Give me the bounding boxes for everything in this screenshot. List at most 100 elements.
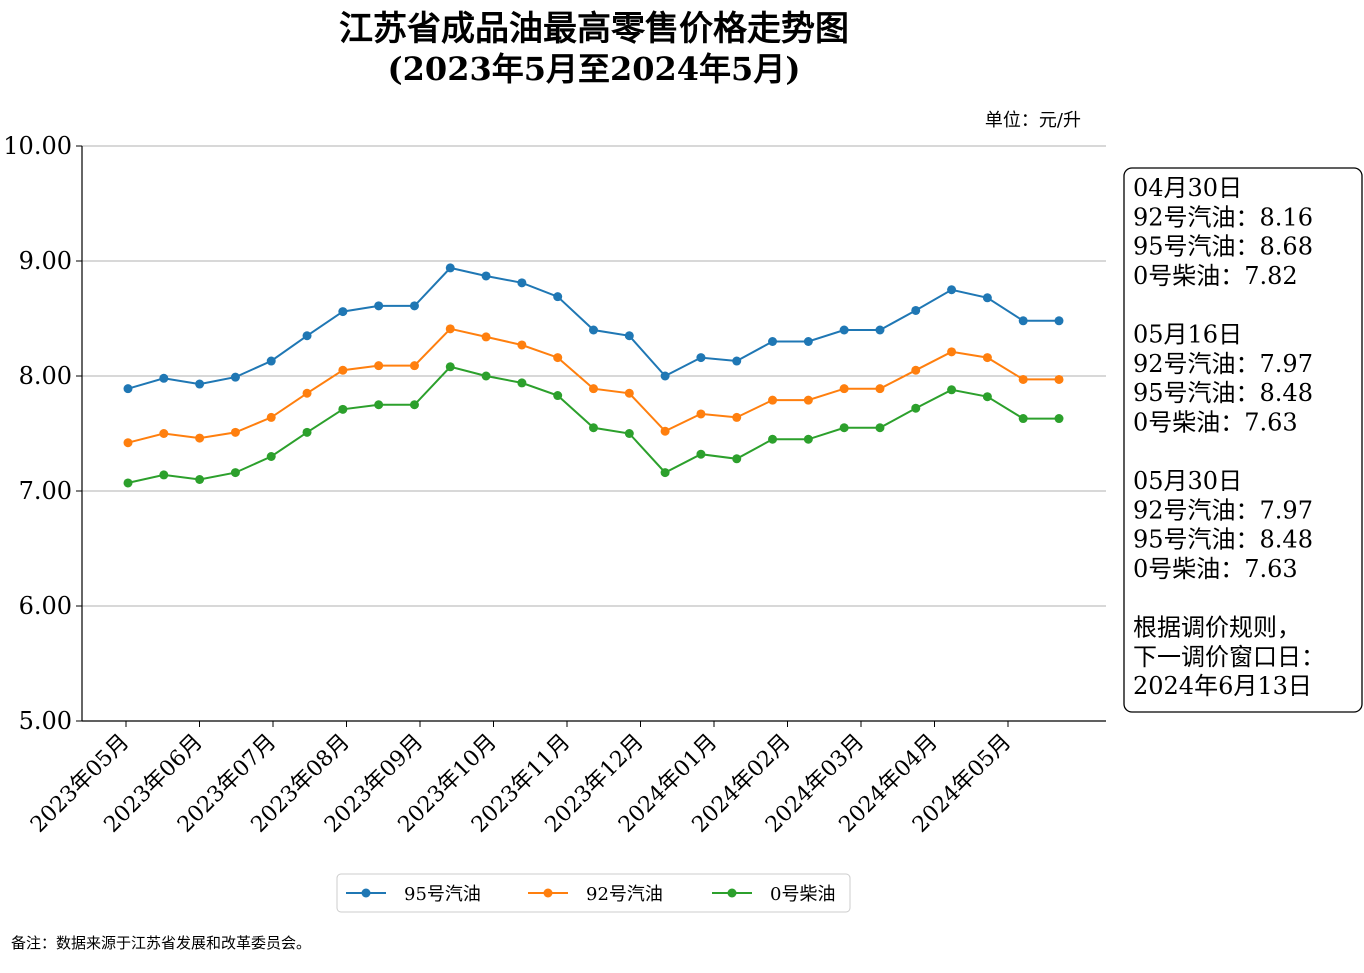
info-line: 0号柴油：7.63	[1133, 408, 1298, 436]
data-point	[875, 325, 885, 335]
data-point	[302, 427, 312, 437]
data-point	[517, 278, 527, 288]
data-point	[230, 372, 240, 382]
data-point	[1054, 374, 1064, 384]
data-point	[911, 403, 921, 413]
data-point	[517, 378, 527, 388]
data-point	[230, 427, 240, 437]
info-box-frame	[1123, 167, 1363, 713]
info-line: 2024年6月13日	[1133, 672, 1312, 700]
legend-frame	[336, 873, 851, 913]
y-tick-label: 10.00	[3, 132, 72, 160]
y-tick-label: 6.00	[19, 592, 72, 620]
chart-title: 江苏省成品油最高零售价格走势图	[339, 9, 849, 49]
series-group	[123, 263, 1064, 488]
data-point	[445, 263, 455, 273]
data-point	[803, 395, 813, 405]
legend-label: 0号柴油	[770, 884, 835, 905]
info-line: 0号柴油：7.63	[1133, 555, 1298, 583]
info-line: 下一调价窗口日：	[1133, 643, 1325, 671]
data-point	[803, 337, 813, 346]
data-point	[589, 423, 598, 433]
data-point	[123, 438, 133, 448]
data-point	[839, 325, 849, 335]
legend-swatch-marker	[727, 888, 737, 898]
data-point	[374, 400, 384, 410]
data-point	[123, 478, 133, 488]
data-point	[947, 285, 957, 295]
grid-lines	[82, 145, 1106, 607]
data-point	[911, 305, 921, 315]
data-point	[660, 468, 670, 478]
data-point	[374, 301, 384, 311]
data-point	[159, 429, 169, 438]
data-point	[1054, 316, 1064, 326]
data-point	[624, 331, 634, 341]
y-tick-label: 8.00	[19, 362, 72, 390]
data-point	[589, 325, 598, 335]
data-point	[696, 353, 706, 363]
data-point	[732, 356, 742, 366]
data-point	[481, 371, 491, 381]
data-point	[911, 365, 921, 375]
info-line: 95号汽油：8.68	[1133, 233, 1313, 261]
data-point	[982, 293, 992, 303]
data-point	[732, 412, 742, 422]
data-point	[553, 292, 563, 302]
y-tick-label: 5.00	[19, 707, 72, 735]
data-point	[266, 452, 276, 461]
data-point	[302, 331, 312, 341]
legend-swatch-marker	[543, 888, 553, 898]
data-point	[481, 332, 491, 342]
data-point	[875, 384, 885, 394]
data-point	[768, 395, 778, 405]
data-point	[266, 412, 276, 422]
data-point	[517, 340, 527, 350]
data-point	[159, 470, 169, 480]
data-point	[732, 454, 742, 464]
data-point	[553, 391, 563, 401]
data-point	[230, 468, 240, 478]
data-point	[195, 475, 205, 484]
unit-label: 单位：元/升	[985, 110, 1081, 131]
data-point	[302, 388, 312, 398]
info-line: 0号柴油：7.82	[1133, 262, 1298, 290]
data-point	[338, 365, 348, 375]
data-point	[1054, 414, 1064, 424]
info-line: 95号汽油：8.48	[1133, 379, 1313, 407]
data-point	[768, 434, 778, 444]
legend-label: 92号汽油	[586, 884, 663, 905]
data-point	[266, 356, 276, 366]
info-line: 05月30日	[1133, 467, 1242, 495]
data-point	[982, 392, 992, 402]
data-point	[338, 404, 348, 414]
data-point	[589, 384, 598, 394]
data-point	[947, 347, 957, 357]
footnote: 备注：数据来源于江苏省发展和改革委员会。	[11, 934, 311, 952]
data-point	[1018, 414, 1028, 424]
data-point	[195, 379, 205, 389]
y-tick-label: 7.00	[19, 477, 72, 505]
chart-subtitle: (2023年5月至2024年5月)	[388, 50, 801, 88]
data-point	[445, 362, 455, 372]
info-line: 92号汽油：7.97	[1133, 350, 1313, 378]
data-point	[338, 307, 348, 317]
data-point	[409, 400, 419, 410]
data-point	[1018, 374, 1028, 384]
data-point	[839, 423, 849, 433]
data-point	[696, 409, 706, 419]
data-point	[660, 426, 670, 436]
data-point	[409, 301, 419, 311]
data-point	[624, 429, 634, 438]
info-line: 05月16日	[1133, 321, 1242, 349]
data-point	[159, 373, 169, 383]
data-point	[553, 353, 563, 363]
data-point	[982, 353, 992, 363]
data-point	[195, 433, 205, 443]
legend-items: 95号汽油 92号汽油 0号柴油	[346, 884, 835, 905]
data-point	[1018, 316, 1028, 326]
info-line: 04月30日	[1133, 174, 1242, 202]
data-point	[123, 384, 133, 394]
